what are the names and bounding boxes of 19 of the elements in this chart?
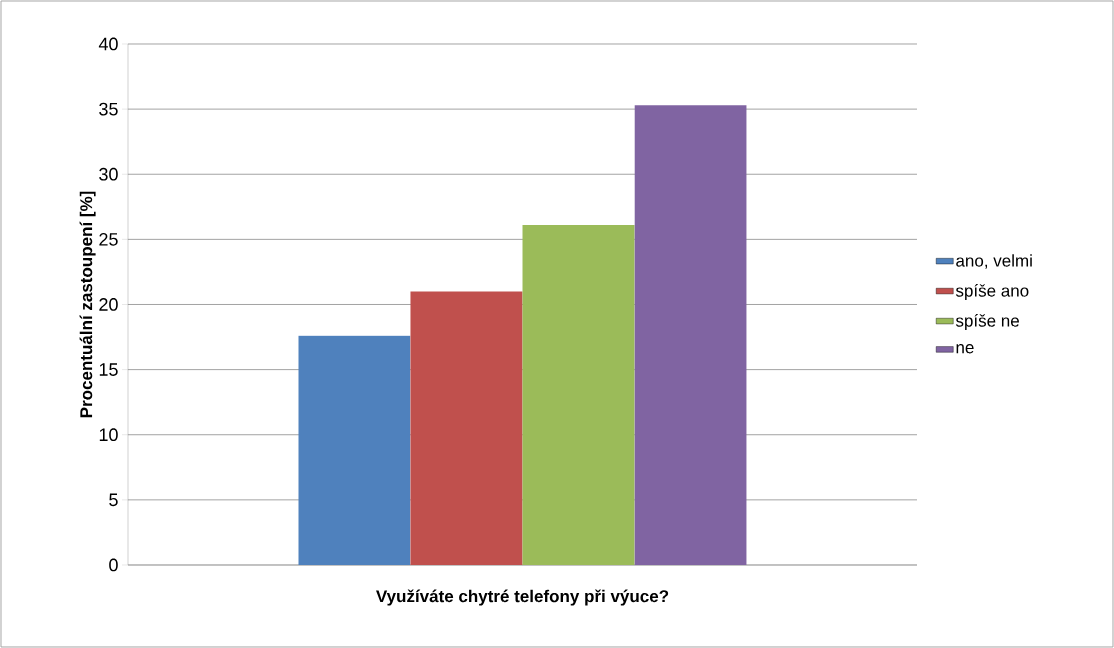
bar (410, 291, 523, 565)
bar (634, 105, 747, 565)
y-tick-label: 25 (99, 232, 118, 246)
bar (298, 335, 411, 565)
y-tick-label: 0 (109, 558, 118, 572)
x-axis-title: Využíváte chytré telefony při výuce? (376, 589, 669, 606)
y-tick-label: 5 (109, 493, 118, 507)
y-tick-label: 15 (99, 363, 118, 376)
bar (522, 225, 635, 565)
y-tick-label: 40 (98, 37, 118, 51)
y-tick-label: 35 (99, 102, 118, 116)
y-tick-label: 20 (99, 298, 118, 311)
y-tick-label: 10 (99, 428, 118, 442)
y-axis-title: Procentuální zastoupení [%] (79, 191, 96, 418)
legend-label: ano, velmi (956, 254, 1032, 269)
legend-label: spíše ne (955, 314, 1019, 331)
legend-label: spíše ano (955, 284, 1029, 301)
legend-label: ne (956, 344, 974, 354)
y-tick-label: 30 (99, 167, 118, 181)
